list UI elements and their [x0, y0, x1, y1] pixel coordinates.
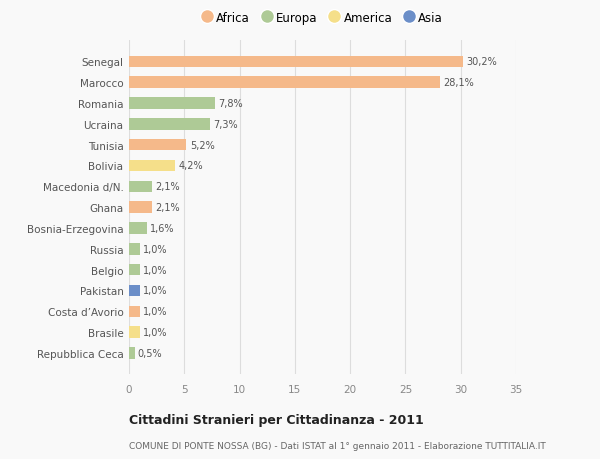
Text: 7,8%: 7,8%: [218, 99, 243, 109]
Bar: [129, 264, 140, 276]
Bar: [129, 140, 187, 151]
Bar: [129, 119, 210, 130]
Text: 2,1%: 2,1%: [155, 182, 180, 192]
Text: 5,2%: 5,2%: [190, 140, 215, 150]
Bar: [129, 347, 134, 359]
Text: COMUNE DI PONTE NOSSA (BG) - Dati ISTAT al 1° gennaio 2011 - Elaborazione TUTTIT: COMUNE DI PONTE NOSSA (BG) - Dati ISTAT …: [129, 441, 546, 450]
Bar: [129, 181, 152, 193]
Text: 1,6%: 1,6%: [150, 224, 175, 234]
Text: 1,0%: 1,0%: [143, 265, 168, 275]
Bar: [129, 223, 146, 234]
Legend: Africa, Europa, America, Asia: Africa, Europa, America, Asia: [197, 7, 448, 30]
Text: 30,2%: 30,2%: [466, 57, 497, 67]
Text: 1,0%: 1,0%: [143, 307, 168, 317]
Bar: [129, 77, 440, 89]
Text: 1,0%: 1,0%: [143, 244, 168, 254]
Bar: [129, 285, 140, 297]
Text: 28,1%: 28,1%: [443, 78, 474, 88]
Bar: [129, 98, 215, 109]
Text: Cittadini Stranieri per Cittadinanza - 2011: Cittadini Stranieri per Cittadinanza - 2…: [129, 413, 424, 426]
Bar: [129, 306, 140, 317]
Text: 1,0%: 1,0%: [143, 327, 168, 337]
Bar: [129, 56, 463, 68]
Text: 0,5%: 0,5%: [138, 348, 163, 358]
Bar: [129, 202, 152, 213]
Text: 1,0%: 1,0%: [143, 286, 168, 296]
Bar: [129, 327, 140, 338]
Bar: [129, 244, 140, 255]
Text: 4,2%: 4,2%: [179, 161, 203, 171]
Text: 2,1%: 2,1%: [155, 203, 180, 213]
Bar: [129, 160, 175, 172]
Text: 7,3%: 7,3%: [213, 119, 238, 129]
